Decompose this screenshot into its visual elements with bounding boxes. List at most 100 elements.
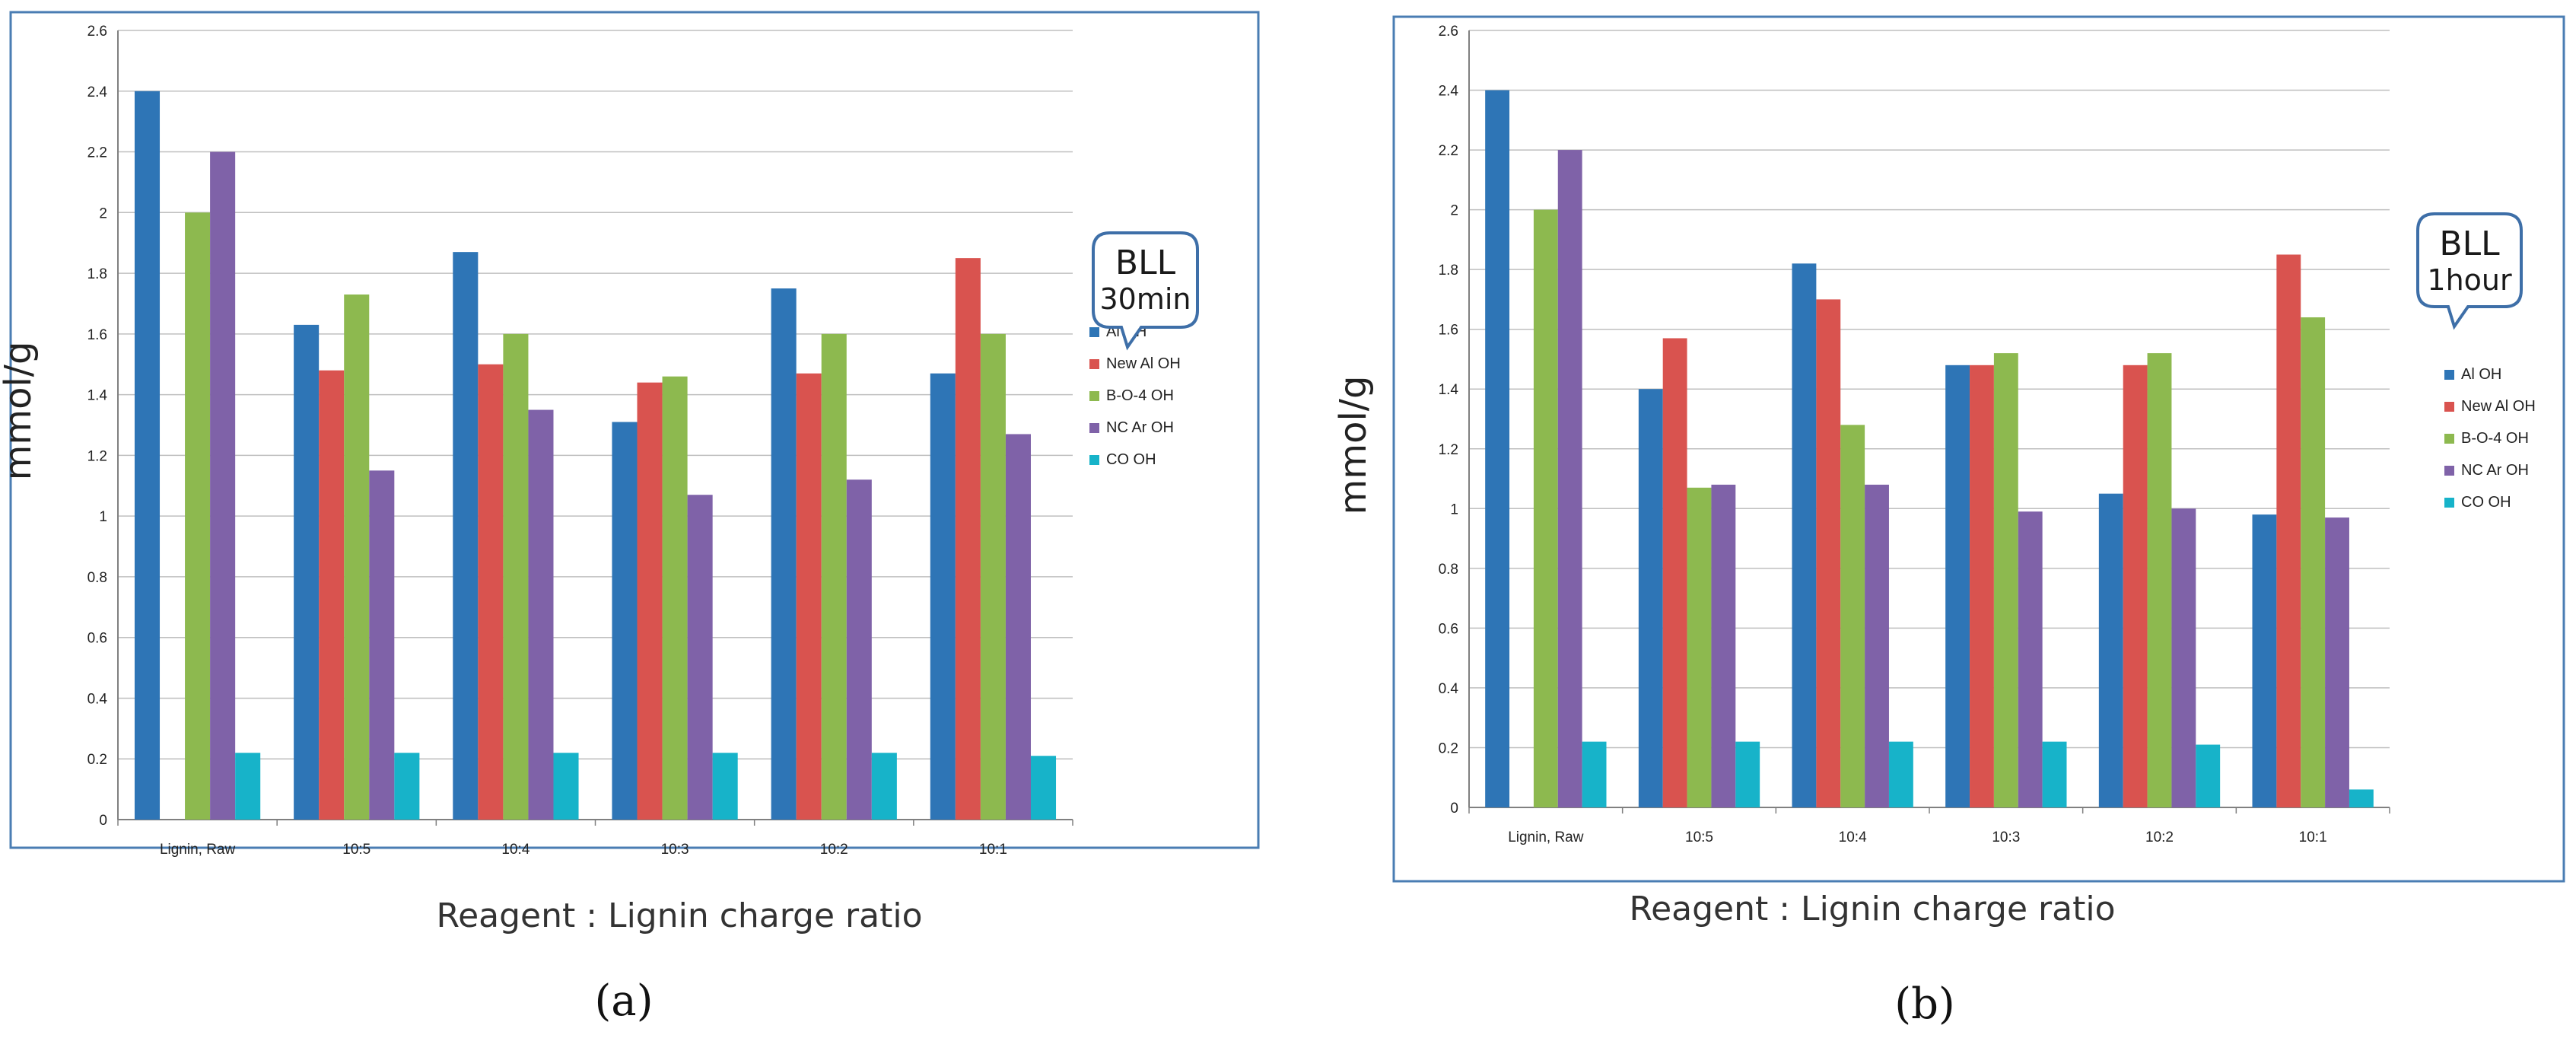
y-tick-label: 0 [1450,801,1458,817]
legend-swatch [2444,370,2454,380]
y-tick-label: 1.2 [87,448,107,464]
legend-swatch [2444,402,2454,412]
bar-al-oh-4 [771,288,797,820]
bar-b-o-4-oh-3 [662,376,688,820]
x-axis-label: Reagent : Lignin charge ratio [1629,890,2115,928]
y-tick-label: 0.8 [87,570,107,586]
y-tick-label: 1.8 [87,266,107,282]
y-tick-label: 1.6 [1439,323,1458,339]
bar-nc-ar-oh-2 [528,409,554,820]
x-tick-label: 10:2 [2145,829,2174,845]
bar-new-al-oh-3 [637,382,663,820]
panel-caption: (a) [594,976,653,1026]
bar-new-al-oh-2 [1816,299,1841,807]
y-tick-label: 0 [99,813,107,829]
bar-co-oh-4 [871,753,897,820]
legend-label: CO OH [1106,451,1156,468]
bar-co-oh-4 [2196,744,2221,807]
x-tick-label: 10:3 [1992,829,2020,845]
bar-co-oh-3 [712,753,738,820]
y-tick-label: 1.4 [87,388,108,404]
callout-line2: 30min [1099,282,1191,316]
bar-co-oh-2 [1888,741,1913,807]
legend-swatch [1089,359,1099,369]
bar-al-oh-1 [1638,389,1663,807]
bar-b-o-4-oh-2 [1840,425,1865,807]
bar-new-al-oh-2 [478,364,504,820]
y-tick-label: 2 [99,205,107,221]
panel-b: 0 0.2 0.4 0.6 0.8 1 1.2 1.4 1.6 1.8 2 2.2 2.4 2.6 Lign… [1288,0,2576,1038]
y-tick-label: 1.6 [87,327,107,343]
legend-label: NC Ar OH [2461,462,2529,479]
bar-nc-ar-oh-1 [369,470,395,820]
x-tick-label: 10:5 [1685,829,1713,845]
legend-label: NC Ar OH [1106,419,1174,436]
bar-b-o-4-oh-4 [821,333,847,820]
bar-new-al-oh-3 [1970,365,1994,807]
callout-line1: BLL [2439,224,2500,263]
bar-b-o-4-oh-0 [185,212,211,820]
legend-label: B-O-4 OH [1106,387,1174,404]
x-tick-label: Lignin, Raw [1508,829,1584,845]
legend-swatch [2444,466,2454,476]
y-axis-label: mmol/g [1332,376,1375,515]
bar-new-al-oh-1 [319,370,345,820]
x-tick-label: Lignin, Raw [160,842,236,858]
bar-b-o-4-oh-1 [1687,487,1712,807]
legend-swatch [1089,423,1099,433]
y-tick-label: 2.6 [87,24,107,40]
y-tick-label: 0.6 [87,631,107,647]
callout-line2: 1hour [2427,263,2512,297]
bar-nc-ar-oh-2 [1865,484,1889,807]
bar-co-oh-0 [235,753,261,820]
x-tick-label: 10:1 [979,842,1007,858]
bar-co-oh-3 [2042,741,2067,807]
y-tick-label: 0.2 [87,752,107,768]
bar-nc-ar-oh-4 [846,479,872,820]
bar-b-o-4-oh-0 [1533,209,1558,808]
callout-bubble [2416,212,2523,330]
y-tick-label: 2.4 [1439,84,1459,100]
y-tick-label: 2.2 [87,145,107,161]
y-tick-label: 2 [1450,203,1458,219]
x-tick-label: 10:2 [820,842,848,858]
y-tick-label: 1.4 [1439,382,1459,398]
bar-co-oh-5 [2349,789,2374,807]
bar-new-al-oh-5 [2276,254,2301,807]
bar-b-o-4-oh-5 [2301,317,2326,807]
legend-swatch [2444,498,2454,508]
bar-b-o-4-oh-3 [1993,353,2018,808]
bar-nc-ar-oh-5 [2325,517,2349,807]
bar-nc-ar-oh-3 [687,495,713,820]
panel-caption: (b) [1894,979,1955,1029]
bar-nc-ar-oh-0 [210,151,236,820]
y-tick-label: 2.4 [87,84,108,100]
bar-nc-ar-oh-1 [1711,484,1736,807]
y-tick-label: 2.2 [1439,143,1458,159]
bar-nc-ar-oh-3 [2018,511,2043,807]
bar-co-oh-2 [553,753,579,820]
x-tick-label: 10:4 [1839,829,1867,845]
panel-a: 0 0.2 0.4 0.6 0.8 1 1.2 1.4 1.6 1.8 2 2.2 2.4 2.6 Lign… [0,11,1260,1026]
bar-b-o-4-oh-5 [980,333,1006,820]
x-tick-label: 10:3 [661,842,689,858]
bar-new-al-oh-1 [1662,338,1687,807]
bar-co-oh-1 [394,753,420,820]
y-tick-label: 0.6 [1439,621,1458,637]
bar-al-oh-0 [1485,90,1510,808]
bar-co-oh-5 [1030,756,1057,820]
bar-new-al-oh-5 [955,258,981,820]
legend-swatch [2444,434,2454,444]
y-tick-label: 1.8 [1439,263,1458,279]
legend-label: B-O-4 OH [2461,430,2529,447]
chart-b: 0 0.2 0.4 0.6 0.8 1 1.2 1.4 1.6 1.8 2 2.2 2.4 2.6 Lign… [1332,15,2565,1029]
bar-b-o-4-oh-1 [344,294,370,820]
y-tick-label: 1 [99,509,107,525]
legend-swatch [1089,391,1099,401]
x-tick-label: 10:5 [342,842,370,858]
y-tick-label: 0.4 [1439,681,1459,697]
y-tick-label: 0.8 [1439,562,1458,578]
x-axis-label: Reagent : Lignin charge ratio [436,896,922,935]
legend-label: CO OH [2461,494,2511,511]
bar-b-o-4-oh-4 [2147,353,2172,808]
